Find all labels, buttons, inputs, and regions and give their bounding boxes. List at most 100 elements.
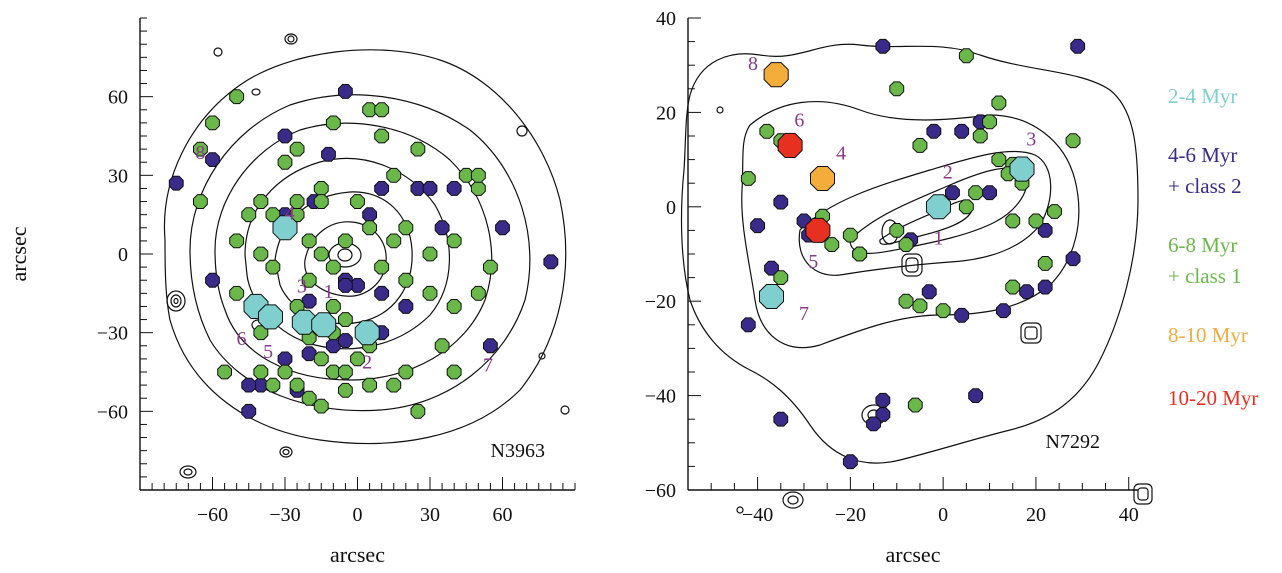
marker-4-6-myr-class-2-10: [764, 260, 779, 276]
x-axis-label: arcsec: [330, 542, 385, 567]
marker-4-6-myr-class-2-17: [1037, 279, 1053, 295]
marker-6-8-myr-class-1-17: [958, 199, 974, 215]
region-label-1: 1: [324, 281, 334, 303]
marker-4-6-myr-class-2-30: [241, 403, 257, 419]
marker-6-8-myr-class-1-26: [898, 293, 914, 309]
markers-n7292: [740, 38, 1086, 470]
marker-6-8-myr-class-1-24: [386, 233, 402, 249]
marker-4-6-myr-class-2-18: [1065, 251, 1081, 267]
marker-6-8-myr-class-1-18: [968, 185, 984, 201]
marker-6-8-myr-class-1-55: [277, 364, 293, 380]
marker-4-6-myr-class-2-1: [205, 152, 220, 167]
marker-6-8-myr-class-1-2: [759, 123, 775, 139]
y-tick-label: −20: [645, 291, 676, 313]
marker-6-8-myr-class-1-27: [374, 128, 390, 144]
marker-6-8-myr-class-1-15: [889, 223, 905, 238]
marker-6-8-myr-class-1-23: [398, 220, 414, 236]
region-labels-n7292: 1 2 3 4 5 6 7 8: [748, 53, 1036, 325]
marker-4-6-myr-class-2-16: [1019, 284, 1035, 300]
marker-4-6-myr-class-2-15: [362, 207, 377, 223]
marker-4-6-myr-class-2-0: [168, 175, 184, 191]
y-tick-label: −30: [97, 323, 128, 345]
marker-6-8-myr-class-1-25: [386, 167, 402, 183]
marker-6-8-myr-class-1-6: [313, 398, 329, 414]
panel-label-n7292: N7292: [1046, 431, 1100, 453]
marker-4-6-myr-class-2-21: [495, 220, 510, 236]
marker-6-8-myr-class-1-19: [483, 259, 498, 275]
region-labels-n3963: 1 2 3 4 56 7 8: [195, 142, 493, 376]
region-label-8: 8: [748, 53, 758, 75]
region-label-5: 5: [263, 341, 273, 363]
y-tick-label: −60: [97, 401, 128, 423]
marker-6-8-myr-class-1-7: [912, 138, 928, 153]
marker-6-8-myr-class-1-40: [325, 259, 341, 275]
marker-6-8-myr-class-1-44: [289, 194, 305, 209]
marker-6-8-myr-class-1-45: [350, 194, 365, 209]
marker-6-8-myr-class-1-13: [842, 227, 858, 243]
marker-6-8-myr-class-1-30: [1037, 256, 1053, 271]
y-tick-label: −60: [645, 480, 676, 502]
marker-4-6-myr-class-2-19: [434, 220, 450, 236]
marker-6-8-myr-class-1-52: [410, 403, 426, 419]
marker-6-8-myr-class-1-12: [824, 237, 840, 252]
marker-6-8-myr-class-1-22: [422, 246, 438, 262]
y-tick-label: −40: [645, 386, 676, 408]
marker-6-8-myr-class-1-4: [217, 364, 232, 380]
marker-6-8-myr-class-1-5: [301, 390, 317, 406]
legend-entry: 6-8 Myr: [1168, 233, 1237, 257]
legend-entry: 10-20 Myr: [1168, 386, 1258, 410]
legend-entry: 2-4 Myr: [1168, 84, 1237, 108]
marker-6-8-myr-class-1-14: [852, 246, 868, 262]
marker-6-8-myr-class-1-0: [740, 171, 756, 186]
y-tick-label: 20: [656, 102, 676, 124]
marker-6-8-myr-class-1-20: [470, 181, 486, 196]
y-tick-label: 0: [118, 244, 128, 266]
marker-6-8-myr-class-1-27: [912, 298, 928, 314]
marker-6-8-myr-class-1-21: [446, 233, 462, 249]
age-legend: 2-4 Myr 4-6 Myr + class 2 6-8 Myr + class 1 8…: [1168, 84, 1258, 410]
marker-6-8-myr-class-1-10: [1065, 133, 1081, 149]
marker-6-8-myr-class-1-22: [1028, 213, 1044, 229]
marker-6-8-myr-class-1-38: [301, 233, 317, 249]
marker-4-6-myr-class-2-7: [750, 218, 765, 234]
marker-6-8-myr-class-1-8: [972, 128, 988, 144]
marker-8-10-myr-0: [763, 62, 789, 88]
marker-4-6-myr-class-2-27: [982, 185, 997, 201]
marker-6-8-myr-class-1-35: [265, 259, 281, 275]
x-tick-label: 40: [1119, 504, 1139, 526]
marker-6-8-myr-class-1-42: [313, 181, 329, 196]
marker-6-8-myr-class-1-4: [958, 48, 974, 64]
marker-6-8-myr-class-1-53: [386, 377, 402, 393]
region-label-1: 1: [934, 227, 944, 249]
marker-4-6-myr-class-2-23: [866, 416, 881, 432]
marker-6-8-myr-class-1-61: [362, 377, 377, 393]
marker-4-6-myr-class-2-6: [773, 194, 789, 210]
marker-6-8-myr-class-1-51: [446, 364, 462, 380]
marker-4-6-myr-class-2-19: [968, 388, 984, 403]
marker-4-6-myr-class-2-16: [374, 181, 390, 196]
x-tick-label: 60: [493, 504, 513, 526]
marker-6-8-myr-class-1-54: [253, 364, 269, 380]
marker-6-8-myr-class-1-17: [446, 299, 462, 314]
region-label-4: 4: [836, 142, 846, 164]
marker-4-6-myr-class-2-13: [740, 317, 756, 333]
marker-6-8-myr-class-1-5: [982, 114, 997, 130]
region-label-3: 3: [297, 276, 307, 298]
marker-6-8-myr-class-1-41: [338, 233, 353, 249]
marker-10-20-myr-0: [777, 132, 803, 158]
marker-6-8-myr-class-1-9: [325, 364, 341, 380]
marker-6-8-myr-class-1-26: [410, 141, 426, 157]
marker-2-4-myr-2: [258, 304, 283, 330]
marker-4-6-myr-class-2-32: [277, 128, 293, 144]
marker-6-8-myr-class-1-3: [889, 81, 905, 97]
marker-6-8-myr-class-1-56: [265, 377, 281, 393]
y-tick-label: 30: [108, 165, 128, 187]
legend-entry: 8-10 Myr: [1168, 323, 1248, 347]
x-tick-label: −40: [742, 504, 773, 526]
marker-4-6-myr-class-2-17: [410, 181, 426, 196]
region-label-2: 2: [362, 352, 372, 374]
region-label-6: 6: [794, 109, 804, 131]
marker-4-6-myr-class-2-24: [842, 454, 858, 470]
marker-6-8-myr-class-1-64: [325, 115, 341, 131]
marker-4-6-myr-class-2-2: [321, 146, 336, 162]
